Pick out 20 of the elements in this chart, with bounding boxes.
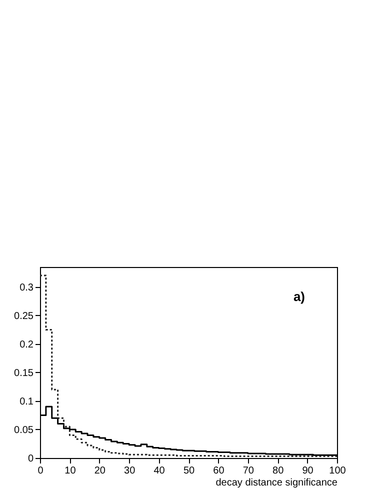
x-tick-label: 50	[183, 466, 195, 476]
x-tick-label: 100	[329, 466, 346, 476]
annotation: a)	[293, 289, 305, 304]
y-tick-label: 0.2	[20, 339, 34, 350]
y-tick-label: 0.05	[14, 424, 34, 436]
x-tick-label: 40	[154, 466, 166, 476]
x-tick-label: 30	[124, 466, 136, 476]
x-tick-label: 60	[213, 466, 225, 476]
y-tick-label: 0	[28, 454, 34, 464]
x-tick-label: 20	[94, 466, 106, 476]
x-tick-label: 90	[302, 466, 314, 476]
y-tick-label: 0.15	[14, 368, 34, 379]
y-tick-label: 0.25	[14, 310, 34, 322]
x-tick-label: 70	[242, 466, 254, 476]
x-tick-label: 10	[64, 466, 76, 476]
y-tick-label: 0.3	[20, 282, 34, 294]
x-tick-label: 0	[38, 466, 44, 476]
y-tick-label: 0.1	[20, 396, 34, 408]
x-tick-label: 80	[272, 466, 284, 476]
x-axis-title: decay distance significance	[216, 478, 338, 488]
